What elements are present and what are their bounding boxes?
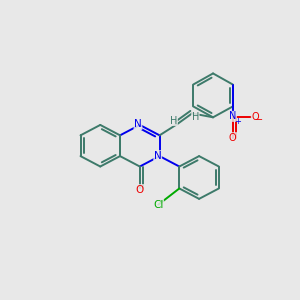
Text: N: N xyxy=(134,119,142,130)
Text: +: + xyxy=(235,116,242,125)
Text: N: N xyxy=(229,111,236,122)
Text: H: H xyxy=(192,112,199,122)
Text: Cl: Cl xyxy=(153,200,164,210)
Text: O: O xyxy=(229,133,237,142)
Text: O: O xyxy=(251,112,259,122)
Text: H: H xyxy=(170,116,177,125)
Text: −: − xyxy=(255,115,263,124)
Text: N: N xyxy=(154,151,162,161)
Text: O: O xyxy=(136,184,144,195)
